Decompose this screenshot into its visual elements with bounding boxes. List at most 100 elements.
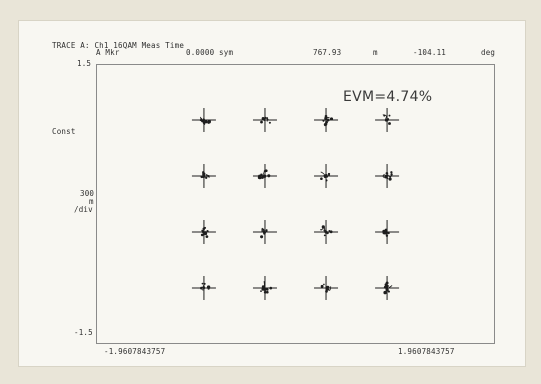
- marker-phase-unit: deg: [481, 48, 496, 57]
- symbol-dot: [262, 230, 266, 233]
- x-axis-left-label: -1.9607843757: [104, 347, 166, 356]
- scale-per-div: /div: [74, 205, 93, 214]
- constellation-point: [191, 220, 216, 244]
- constellation-plot: [191, 108, 400, 300]
- trace-segment: [382, 173, 386, 179]
- trace-segment: [201, 230, 206, 233]
- trace-segment: [261, 172, 264, 178]
- symbol-dot: [320, 177, 323, 181]
- trace-segment: [384, 231, 387, 235]
- symbol-dot: [202, 174, 206, 178]
- symbol-dot: [258, 176, 262, 180]
- constellation-point: [191, 108, 216, 132]
- symbol-dot: [383, 285, 387, 289]
- symbol-dot: [385, 234, 389, 237]
- symbol-dot: [203, 123, 206, 125]
- symbol-dot: [269, 286, 273, 290]
- symbol-dot: [260, 290, 262, 292]
- trace-segment: [199, 116, 203, 121]
- constellation-point: [252, 108, 277, 132]
- constellation-point: [314, 108, 339, 132]
- trace-title: TRACE A: Ch1 16QAM Meas Time: [52, 41, 185, 50]
- symbol-dot: [267, 174, 271, 178]
- symbol-dot: [323, 229, 326, 232]
- constellation-point: [375, 276, 400, 300]
- symbol-dot: [390, 173, 393, 176]
- marker-label: A Mkr: [96, 48, 120, 57]
- symbol-dot: [204, 120, 208, 124]
- symbol-dot: [202, 118, 205, 121]
- symbol-dot: [206, 230, 209, 233]
- symbol-dot: [387, 232, 390, 235]
- marker-magnitude-unit: m: [373, 48, 378, 57]
- trace-segment: [322, 227, 325, 230]
- symbol-dot: [201, 282, 204, 285]
- symbol-dot: [326, 118, 330, 122]
- trace-segment: [386, 285, 393, 290]
- symbol-dot: [262, 174, 267, 178]
- trace-segment: [320, 171, 325, 176]
- symbol-dot: [325, 290, 328, 293]
- x-axis-right-label: 1.9607843757: [398, 347, 455, 356]
- trace-segment: [201, 286, 204, 291]
- symbol-dot: [326, 285, 330, 289]
- constellation-point: [191, 276, 216, 300]
- marker-symbol-readout: 0.0000 sym: [186, 48, 234, 57]
- symbol-dot: [203, 282, 206, 285]
- symbol-dot: [387, 290, 390, 293]
- symbol-dot: [383, 290, 387, 295]
- symbol-dot: [388, 177, 392, 181]
- trace-segment: [262, 281, 265, 287]
- y-axis-top-label: 1.5: [77, 59, 92, 68]
- symbol-dot: [260, 120, 263, 124]
- constellation-point: [252, 276, 277, 300]
- symbol-dot: [325, 120, 328, 124]
- symbol-dot: [200, 175, 204, 179]
- plot-frame: [96, 64, 495, 344]
- symbol-dot: [266, 288, 269, 291]
- symbol-dot: [200, 233, 204, 237]
- symbol-dot: [263, 170, 267, 173]
- constellation-point: [314, 220, 339, 244]
- y-axis-bottom-label: -1.5: [74, 328, 93, 337]
- trace-segment: [327, 286, 332, 291]
- symbol-dot: [320, 284, 324, 288]
- symbol-dot: [260, 173, 263, 176]
- symbol-dot: [205, 176, 208, 179]
- constellation-point: [375, 164, 400, 188]
- symbol-dot: [206, 285, 211, 289]
- format-label: Const: [52, 127, 76, 136]
- evm-readout: EVM=4.74%: [343, 89, 433, 105]
- symbol-dot: [265, 229, 268, 232]
- constellation-point: [314, 164, 339, 188]
- symbol-dot: [202, 286, 206, 290]
- symbol-dot: [204, 232, 208, 236]
- symbol-dot: [325, 175, 329, 178]
- symbol-dot: [202, 171, 205, 174]
- symbol-dot: [388, 114, 391, 117]
- symbol-dot: [384, 174, 388, 178]
- symbol-dot: [323, 234, 326, 237]
- scale-value: 300: [80, 189, 95, 198]
- symbol-dot: [390, 171, 393, 174]
- symbol-dot: [324, 230, 328, 234]
- symbol-dot: [329, 117, 334, 121]
- symbol-dot: [205, 235, 209, 238]
- constellation-point: [375, 220, 400, 244]
- symbol-dot: [263, 119, 266, 122]
- symbol-dot: [328, 229, 331, 232]
- symbol-dot: [265, 290, 269, 294]
- symbol-dot: [266, 117, 269, 120]
- symbol-dot: [323, 283, 325, 286]
- symbol-dot: [202, 227, 206, 231]
- symbol-dot: [325, 179, 328, 182]
- display-panel: [18, 20, 526, 367]
- symbol-dot: [323, 123, 327, 127]
- constellation-point: [375, 108, 400, 132]
- constellation-point: [191, 164, 216, 188]
- symbol-dot: [385, 281, 389, 285]
- symbol-dot: [268, 121, 271, 124]
- constellation-point: [252, 164, 277, 188]
- symbol-dot: [329, 230, 333, 234]
